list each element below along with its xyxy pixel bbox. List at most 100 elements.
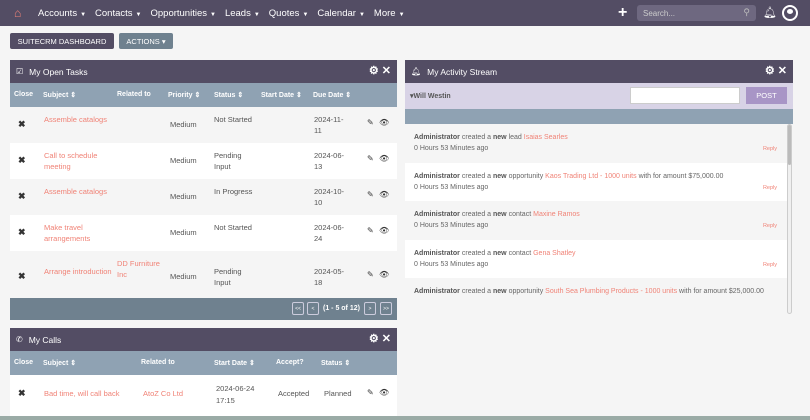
nav-item[interactable]: Leads ▼ — [224, 7, 260, 19]
view-eye-icon[interactable]: 👁︎ — [379, 226, 390, 235]
view-eye-icon[interactable]: 👁︎ — [379, 270, 390, 279]
settings-gear-icon[interactable]: ⚙ — [368, 333, 379, 345]
notification-bell-icon[interactable]: 🔔︎ — [763, 7, 777, 19]
related-link[interactable]: DD Furniture Inc — [117, 259, 160, 279]
nav-item[interactable]: Opportunities ▼ — [150, 7, 216, 19]
first-page-button[interactable]: << — [292, 302, 304, 315]
table-row: ✖ Assemble catalogs Medium Not Started 2… — [10, 107, 397, 143]
reply-link[interactable]: Reply — [762, 184, 777, 191]
column-header[interactable]: Subject ⇕ — [43, 92, 77, 99]
call-subject-link[interactable]: Bad time, will call back — [44, 389, 120, 398]
reply-link[interactable]: Reply — [762, 146, 777, 152]
activity-record-link[interactable]: South Sea Plumbing Products - 1000 units — [545, 288, 678, 295]
nav-item[interactable]: Contacts ▼ — [95, 7, 142, 19]
view-eye-icon[interactable]: 👁︎ — [379, 118, 390, 127]
close-task-icon[interactable]: ✖ — [18, 191, 26, 201]
edit-pencil-icon[interactable]: ✎ — [367, 388, 374, 397]
column-header[interactable]: Subject ⇕ — [43, 360, 77, 367]
activity-record-link[interactable]: Kaos Trading Ltd - 1000 units — [545, 172, 637, 180]
column-header[interactable]: Status ⇕ — [214, 92, 244, 99]
column-header[interactable]: Status ⇕ — [321, 360, 351, 367]
create-plus-icon[interactable]: + — [618, 4, 628, 21]
task-subject-link[interactable]: Arrange introduction — [44, 267, 112, 276]
column-header[interactable]: Priority ⇕ — [168, 92, 201, 99]
activity-stream-dashlet: 🔔︎ My Activity Stream ⚙ ✕ ▾Will Westin POS… — [405, 60, 793, 320]
task-subject-link[interactable]: Make travel arrangements — [44, 223, 91, 243]
post-bar: ▾Will Westin POST — [405, 83, 793, 109]
post-button[interactable]: POST — [746, 87, 787, 104]
column-header[interactable]: Related to — [117, 91, 151, 98]
table-row: ✖ Make travel arrangements Medium Not St… — [10, 215, 397, 251]
post-input[interactable] — [630, 87, 740, 104]
search-icon[interactable]: ⚲ — [743, 7, 750, 17]
nav-item[interactable]: Quotes ▼ — [268, 7, 309, 19]
edit-pencil-icon[interactable]: ✎ — [367, 190, 374, 199]
close-task-icon[interactable]: ✖ — [18, 119, 26, 129]
task-subject-link[interactable]: Call to schedule meeting — [44, 151, 98, 171]
view-eye-icon[interactable]: 👁︎ — [379, 388, 390, 397]
prev-page-button[interactable]: < — [307, 302, 319, 315]
reply-link[interactable]: Reply — [762, 223, 777, 229]
close-call-icon[interactable]: ✖ — [18, 388, 26, 398]
task-subject-link[interactable]: Assemble catalogs — [44, 187, 107, 196]
my-calls-dashlet: ✆ My Calls ⚙ ✕ Close Subject ⇕ Related to Sta… — [10, 328, 397, 416]
view-eye-icon[interactable]: 👁︎ — [379, 190, 390, 199]
edit-pencil-icon[interactable]: ✎ — [367, 226, 374, 235]
top-nav: ⌂ Accounts ▼ Contacts ▼ Opportunities ▼ Leads ▼… — [0, 0, 810, 26]
desktop-strip — [0, 416, 810, 420]
activity-item: Administrator created a new contact Maxi… — [405, 201, 787, 239]
column-headers: Close Subject ⇕ Related to Start Date ⇕ Acce… — [10, 351, 397, 375]
home-icon[interactable]: ⌂ — [14, 6, 22, 20]
column-header[interactable]: Close — [14, 359, 34, 366]
activity-record-link[interactable]: Gena Shatley — [533, 249, 576, 257]
activity-record-link[interactable]: Isaias Searles — [523, 134, 568, 141]
task-check-icon: ☑ — [16, 67, 24, 76]
actions-button[interactable]: ACTIONS ▾ — [119, 33, 173, 49]
column-header[interactable]: Start Date ⇕ — [261, 92, 302, 99]
search-input[interactable]: Search... ⚲ — [637, 5, 756, 21]
activity-record-link[interactable]: Maxine Ramos — [533, 211, 580, 218]
reply-link[interactable]: Reply — [762, 261, 777, 268]
edit-pencil-icon[interactable]: ✎ — [367, 270, 374, 279]
column-header[interactable]: Start Date ⇕ — [214, 360, 255, 367]
nav-item[interactable]: Accounts ▼ — [38, 7, 87, 19]
last-page-button[interactable]: >> — [380, 302, 392, 315]
column-header[interactable]: Accept? — [276, 359, 304, 366]
column-header[interactable]: Due Date ⇕ — [313, 92, 352, 99]
close-task-icon[interactable]: ✖ — [18, 271, 26, 281]
close-icon[interactable]: ✕ — [381, 333, 391, 345]
edit-pencil-icon[interactable]: ✎ — [367, 154, 374, 163]
close-task-icon[interactable]: ✖ — [18, 227, 26, 237]
scrollbar[interactable] — [787, 124, 792, 314]
dashlet-header: 🔔︎ My Activity Stream ⚙ ✕ — [405, 60, 793, 83]
dashlet-header: ✆ My Calls ⚙ ✕ — [10, 328, 397, 351]
column-header[interactable]: Close — [14, 91, 34, 98]
suitecrm-dashboard-tab[interactable]: SUITECRM DASHBOARD — [10, 33, 114, 49]
user-name: Will Westin — [413, 93, 451, 100]
task-subject-link[interactable]: Assemble catalogs — [44, 115, 107, 124]
next-page-button[interactable]: > — [364, 302, 376, 315]
column-headers: Close Subject ⇕ Related to Priority ⇕ Status… — [10, 83, 397, 107]
related-link[interactable]: AtoZ Co Ltd — [143, 389, 184, 398]
phone-icon: ✆ — [16, 335, 23, 344]
close-icon[interactable]: ✕ — [381, 65, 391, 77]
close-task-icon[interactable]: ✖ — [18, 155, 26, 165]
stream-header-bar — [405, 109, 793, 124]
view-eye-icon[interactable]: 👁︎ — [379, 154, 390, 163]
bell-icon: 🔔︎ — [411, 67, 422, 76]
table-row: ✖ Arrange introduction DD Furniture Inc … — [10, 251, 397, 297]
close-icon[interactable]: ✕ — [777, 65, 787, 77]
settings-gear-icon[interactable]: ⚙ — [368, 65, 379, 77]
table-row: ✖ Assemble catalogs Medium In Progress 2… — [10, 179, 397, 215]
dashlet-header: ☑ My Open Tasks ⚙ ✕ — [10, 60, 397, 83]
activity-item: Administrator created a new lead Isaias … — [405, 124, 787, 162]
settings-gear-icon[interactable]: ⚙ — [764, 65, 775, 77]
activity-item: Administrator created a new contact Gena… — [405, 239, 787, 278]
page-count: (1 - 5 of 12) — [323, 305, 360, 312]
nav-item[interactable]: Calendar ▼ — [317, 7, 365, 19]
edit-pencil-icon[interactable]: ✎ — [367, 118, 374, 127]
activity-item: Administrator created a new opportunity … — [405, 162, 787, 201]
column-header[interactable]: Related to — [141, 359, 175, 366]
nav-item[interactable]: More ▼ — [373, 7, 405, 19]
user-avatar-icon[interactable] — [782, 5, 798, 21]
